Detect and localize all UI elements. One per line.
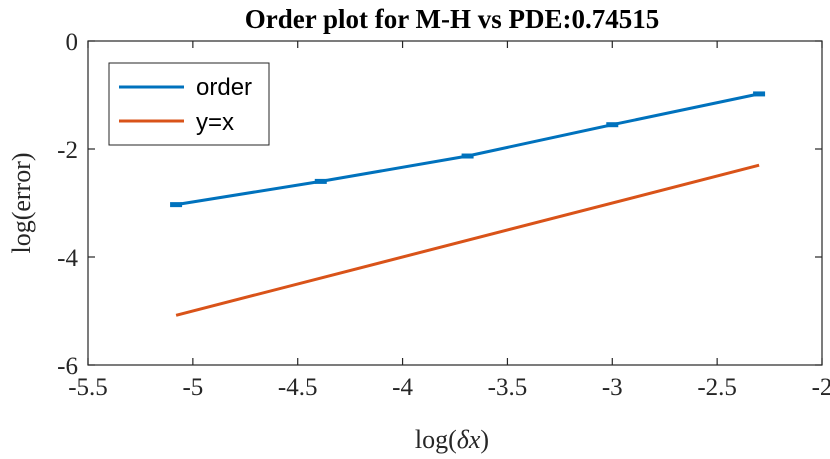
legend-label-order: order: [196, 74, 252, 101]
legend: order y=x: [108, 62, 270, 146]
y-axis-label: log(error): [7, 152, 36, 253]
legend-label-yx: y=x: [196, 109, 234, 136]
x-tick-label: -5.5: [68, 374, 108, 401]
series-layer: [170, 91, 766, 317]
x-tick-label: -2: [812, 374, 830, 401]
x-tick-label: -3: [602, 374, 623, 401]
series-line-1: [175, 163, 760, 317]
y-tick-label: -6: [57, 353, 78, 380]
axes-box: [87, 40, 823, 366]
legend-box: [108, 62, 270, 146]
x-tick-label: -4.5: [278, 374, 318, 401]
x-tick-label: -4: [392, 374, 413, 401]
chart-title: Order plot for M-H vs PDE:0.74515: [245, 4, 659, 34]
x-axis-label-suffix: ): [480, 425, 489, 454]
y-tick-label: -4: [57, 245, 78, 272]
x-axis-label-prefix: log(: [415, 425, 457, 454]
x-tick-label: -5: [182, 374, 203, 401]
y-tick-label: -2: [57, 137, 78, 164]
x-axis-label-symbol: δx: [457, 425, 481, 454]
axes-layer: [87, 40, 823, 366]
x-tick-label: -3.5: [488, 374, 528, 401]
ticks-layer: -5.5 -5 -4.5 -4 -3.5 -3 -2.5 -2 -6 -4 -2 0: [57, 29, 830, 401]
y-tick-label: 0: [66, 29, 79, 56]
x-axis-label: log(δx): [415, 425, 489, 454]
x-tick-label: -2.5: [697, 374, 737, 401]
